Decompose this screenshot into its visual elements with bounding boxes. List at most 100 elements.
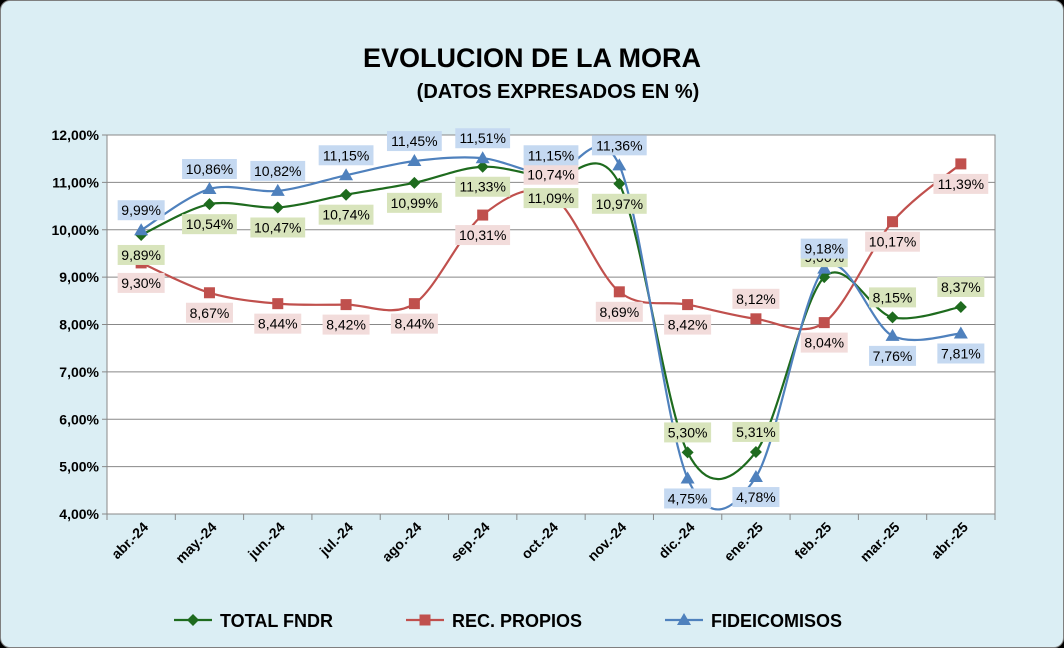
data-point-total-fndr bbox=[408, 176, 421, 189]
data-label-rec-propios: 8,42% bbox=[664, 314, 712, 335]
data-label-rec-propios: 8,69% bbox=[595, 301, 643, 322]
data-point-fideicomisos bbox=[680, 471, 695, 484]
x-tick-label: oct.-24 bbox=[518, 519, 561, 562]
data-label-text: 10,74% bbox=[527, 167, 574, 183]
data-label-background bbox=[732, 421, 780, 442]
data-label-text: 10,82% bbox=[254, 163, 301, 179]
data-label-background bbox=[455, 176, 511, 197]
legend-label: REC. PROPIOS bbox=[452, 611, 582, 631]
data-label-text: 7,76% bbox=[873, 348, 913, 364]
x-tick-label: ene.-25 bbox=[721, 519, 767, 565]
legend-marker bbox=[187, 614, 199, 626]
data-point-fideicomisos bbox=[339, 168, 354, 181]
data-label-text: 10,99% bbox=[391, 195, 438, 211]
data-point-total-fndr bbox=[954, 300, 967, 313]
data-label-background bbox=[386, 131, 442, 152]
data-point-total-fndr bbox=[271, 201, 284, 214]
data-label-text: 4,78% bbox=[736, 489, 776, 505]
data-label-fideicomisos: 11,15% bbox=[523, 145, 579, 166]
data-point-total-fndr bbox=[886, 311, 899, 324]
data-point-fideicomisos bbox=[817, 261, 832, 274]
data-point-fideicomisos bbox=[612, 158, 627, 171]
data-label-total-fndr: 10,47% bbox=[250, 217, 306, 238]
data-label-total-fndr: 5,30% bbox=[664, 422, 712, 443]
y-tick-label: 8,00% bbox=[59, 317, 99, 333]
x-tick-label: sep.-24 bbox=[447, 519, 493, 565]
plot-area: 4,00% 5,00% 6,00% 7,00% 8,00% 9,00% 10,00% 11,0… bbox=[52, 127, 996, 567]
data-label-text: 10,74% bbox=[322, 207, 369, 223]
data-label-text: 9,18% bbox=[804, 241, 844, 257]
data-label-fideicomisos: 10,82% bbox=[250, 160, 306, 181]
data-label-background bbox=[523, 188, 579, 209]
data-label-text: 4,75% bbox=[668, 490, 708, 506]
x-tick-label: feb.-25 bbox=[791, 519, 834, 562]
data-label-fideicomisos: 4,75% bbox=[664, 488, 712, 509]
data-label-total-fndr: 10,74% bbox=[318, 204, 374, 225]
data-point-total-fndr bbox=[613, 177, 626, 190]
data-label-fideicomisos: 10,86% bbox=[182, 159, 237, 180]
data-label-background bbox=[591, 135, 647, 156]
data-label-text: 8,44% bbox=[258, 316, 298, 332]
data-label-fideicomisos: 11,45% bbox=[386, 131, 442, 152]
y-tick-label: 11,00% bbox=[52, 174, 99, 190]
data-label-rec-propios: 10,17% bbox=[865, 231, 920, 252]
data-label-text: 5,31% bbox=[736, 424, 776, 440]
data-label-background bbox=[523, 145, 579, 166]
data-point-fideicomisos bbox=[475, 151, 490, 164]
data-label-rec-propios: 8,12% bbox=[732, 288, 780, 309]
legend-marker bbox=[419, 614, 431, 626]
data-label-background bbox=[869, 345, 917, 366]
data-label-fideicomisos: 9,99% bbox=[117, 200, 165, 221]
data-label-background bbox=[318, 145, 374, 166]
data-label-text: 10,97% bbox=[596, 196, 643, 212]
y-tick-label: 6,00% bbox=[59, 411, 99, 427]
data-label-text: 9,89% bbox=[121, 247, 161, 263]
data-label-text: 11,51% bbox=[459, 130, 505, 146]
data-label-background bbox=[386, 192, 442, 213]
data-label-text: 8,04% bbox=[804, 335, 844, 351]
x-tick-label: may.-24 bbox=[172, 519, 220, 567]
data-label-background bbox=[937, 343, 985, 364]
data-label-fideicomisos: 11,15% bbox=[318, 145, 374, 166]
data-point-rec-propios bbox=[272, 298, 284, 310]
data-label-fideicomisos: 7,81% bbox=[937, 343, 985, 364]
data-point-rec-propios bbox=[818, 317, 830, 329]
data-label-total-fndr: 10,97% bbox=[591, 193, 647, 214]
data-label-background bbox=[455, 128, 511, 149]
chart-title: EVOLUCION DE LA MORA bbox=[363, 43, 701, 73]
data-label-text: 11,39% bbox=[938, 176, 984, 192]
legend-item-rec-propios: REC. PROPIOS bbox=[406, 611, 582, 631]
data-label-text: 11,33% bbox=[459, 179, 505, 195]
x-tick-label: abr.-25 bbox=[928, 519, 971, 562]
data-label-fideicomisos: 11,51% bbox=[455, 128, 511, 149]
data-label-background bbox=[937, 276, 985, 297]
data-point-total-fndr bbox=[203, 198, 216, 211]
x-tick-label: nov.-24 bbox=[584, 519, 629, 564]
data-label-background bbox=[595, 301, 643, 322]
legend-label: FIDEICOMISOS bbox=[711, 611, 842, 631]
data-label-fideicomisos: 11,36% bbox=[591, 135, 647, 156]
data-label-text: 7,81% bbox=[941, 346, 981, 362]
data-label-background bbox=[732, 288, 780, 309]
legend: TOTAL FNDR REC. PROPIOS FIDEICOMISOS bbox=[174, 611, 842, 631]
y-tick-label: 9,00% bbox=[59, 269, 99, 285]
data-label-text: 8,42% bbox=[668, 317, 708, 333]
data-label-rec-propios: 8,42% bbox=[322, 314, 370, 335]
data-label-text: 9,30% bbox=[121, 275, 161, 291]
data-point-rec-propios bbox=[477, 209, 489, 221]
data-label-background bbox=[523, 164, 579, 185]
data-point-fideicomisos bbox=[885, 328, 900, 341]
data-point-rec-propios bbox=[340, 299, 352, 311]
data-label-total-fndr: 11,33% bbox=[455, 176, 511, 197]
data-label-background bbox=[250, 160, 306, 181]
data-label-background bbox=[865, 231, 920, 252]
data-label-background bbox=[185, 302, 233, 323]
data-label-background bbox=[455, 225, 511, 246]
data-label-text: 10,47% bbox=[254, 219, 301, 235]
data-label-text: 10,86% bbox=[186, 161, 233, 177]
data-label-total-fndr: 9,89% bbox=[117, 244, 165, 265]
data-point-total-fndr bbox=[476, 160, 489, 173]
y-tick-label: 5,00% bbox=[59, 459, 99, 475]
data-label-total-fndr: 8,37% bbox=[937, 276, 985, 297]
